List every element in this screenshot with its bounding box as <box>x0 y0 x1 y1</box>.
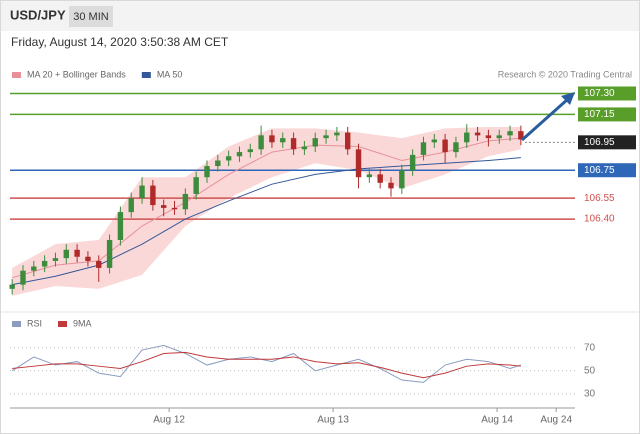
forecast-arrow <box>521 97 569 142</box>
candle-body <box>258 135 264 150</box>
candle-body <box>96 260 102 268</box>
candle-body <box>41 260 48 267</box>
legend-swatch <box>12 72 21 78</box>
candle-body <box>334 132 340 136</box>
candle-body <box>312 138 318 147</box>
candle-body <box>290 138 297 150</box>
candle-body <box>160 205 167 208</box>
candle-body <box>420 142 427 155</box>
candle-body <box>74 249 80 257</box>
legend-label: RSI <box>27 318 42 328</box>
candle-body <box>518 131 524 140</box>
candle-body <box>225 156 232 161</box>
x-tick-label: Aug 13 <box>317 415 349 426</box>
candle-body <box>128 198 134 213</box>
level-label: 106.75 <box>584 165 615 176</box>
candle-body <box>431 139 437 143</box>
candle-body <box>366 174 373 178</box>
legend-swatch <box>58 321 68 327</box>
candle-body <box>464 132 470 143</box>
candle-body <box>193 177 199 194</box>
level-label: 107.30 <box>584 88 615 99</box>
level-label: 106.55 <box>584 193 615 204</box>
candle-body <box>52 258 59 261</box>
legend-label: 9MA <box>73 318 92 328</box>
candle-body <box>399 170 405 189</box>
indicator-line <box>11 344 522 383</box>
indicator-line <box>12 351 521 379</box>
candle-body <box>344 132 351 150</box>
level-box <box>578 86 636 101</box>
candle-body <box>301 146 308 150</box>
candle-body <box>20 270 26 285</box>
candle-body <box>139 185 145 199</box>
y-tick-label: 30 <box>584 389 596 400</box>
candle-body <box>388 182 394 189</box>
level-box <box>578 163 636 178</box>
candle-body <box>31 266 37 271</box>
candle-body <box>171 207 178 210</box>
interval-box <box>69 6 113 27</box>
level-label: 106.95 <box>584 137 615 148</box>
legend-label: MA 50 <box>157 69 183 79</box>
candle-body <box>204 166 210 178</box>
legend-swatch <box>141 72 151 78</box>
candle-body <box>106 240 113 268</box>
candle-body <box>485 135 492 139</box>
level-box <box>578 135 636 150</box>
candle-body <box>150 185 156 206</box>
candle-body <box>85 256 91 261</box>
level-label: 106.40 <box>584 214 615 225</box>
candle-body <box>507 131 513 136</box>
candle-body <box>182 193 189 210</box>
candle-body <box>9 284 15 289</box>
legend-swatch <box>12 321 21 327</box>
candle-body <box>247 149 253 153</box>
interval: 30 MIN <box>73 11 109 23</box>
candle-body <box>496 135 502 139</box>
candle-body <box>280 138 286 143</box>
y-tick-label: 70 <box>584 342 596 353</box>
candle-body <box>215 160 221 167</box>
candle-body <box>63 249 69 259</box>
timestamp: Friday, August 14, 2020 3:50:38 AM CET <box>11 35 229 49</box>
candle-body <box>442 139 448 153</box>
bollinger-band <box>12 126 521 296</box>
symbol: USD/JPY <box>10 7 66 22</box>
x-tick-label: Aug 14 <box>481 415 513 426</box>
candle-body <box>117 212 124 240</box>
candle-body <box>453 142 459 153</box>
level-box <box>578 107 636 122</box>
candle-body <box>474 132 481 136</box>
candle-body <box>269 135 275 143</box>
credit: Research © 2020 Trading Central <box>498 69 632 79</box>
candle-body <box>323 135 329 139</box>
level-label: 107.15 <box>584 109 615 120</box>
legend-label: MA 20 + Bollinger Bands <box>27 69 126 79</box>
x-tick-label: Aug 24 <box>540 415 572 426</box>
candle-body <box>355 149 362 178</box>
forecast-arrowhead <box>561 92 575 105</box>
candle-body <box>409 154 416 171</box>
y-tick-label: 50 <box>584 365 596 376</box>
candle-body <box>377 174 383 183</box>
candle-body <box>236 152 243 157</box>
x-tick-label: Aug 12 <box>153 415 185 426</box>
